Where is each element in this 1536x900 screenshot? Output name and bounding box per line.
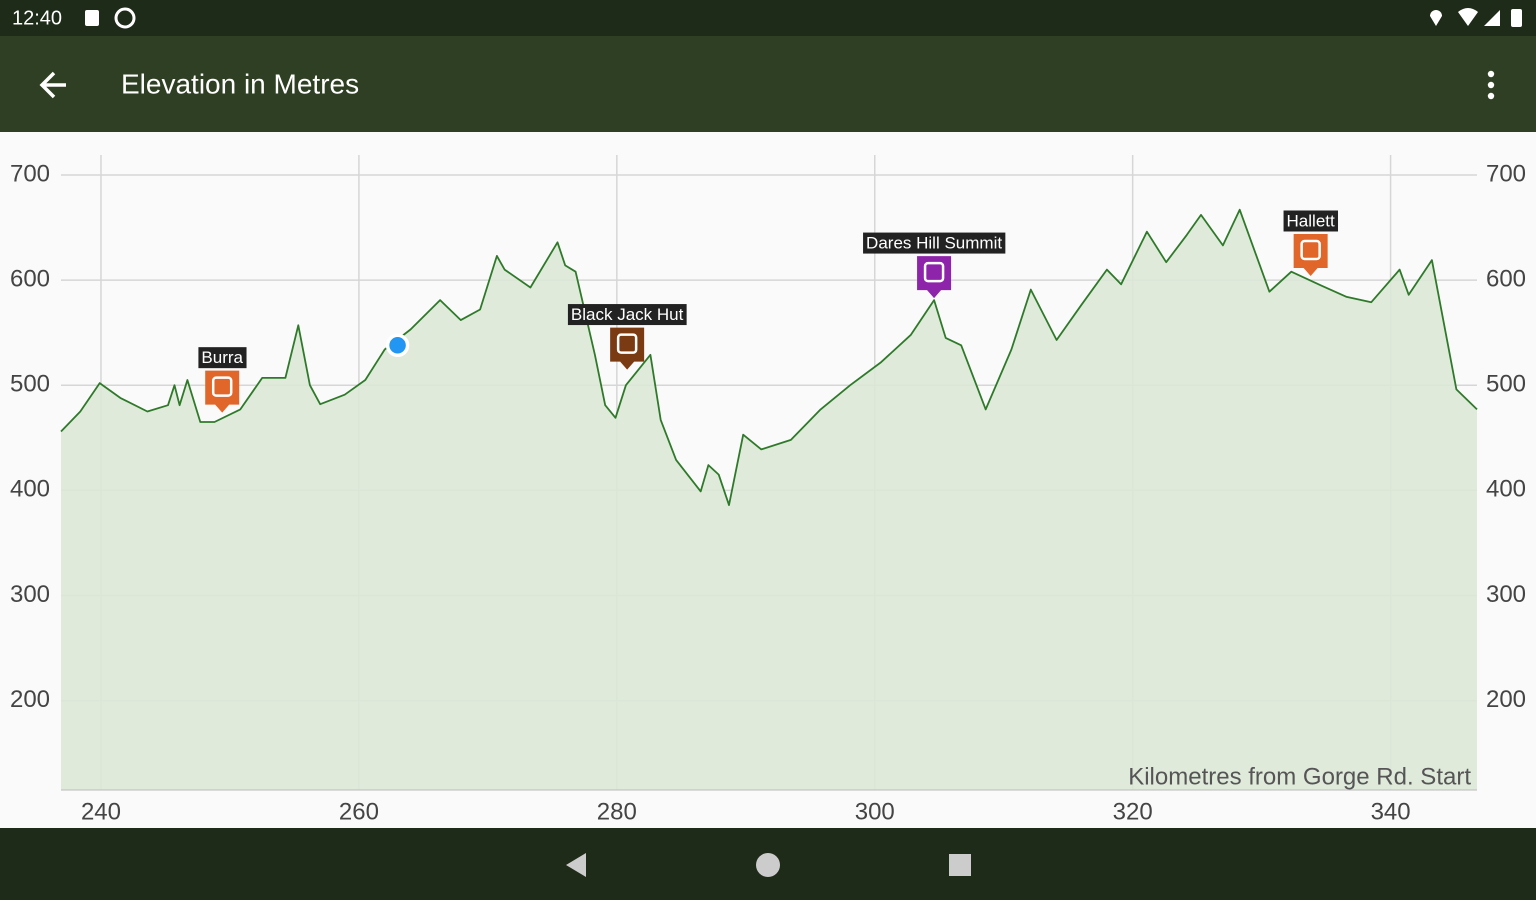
poi-icon: [211, 376, 233, 397]
poi-marker[interactable]: Black Jack Hut: [567, 304, 687, 370]
x-tick-label: 320: [1113, 798, 1153, 825]
nav-recents[interactable]: [949, 854, 971, 876]
current-location: [385, 333, 410, 358]
status-bar: [0, 0, 1536, 36]
poi-label-bg: [1283, 210, 1339, 232]
poi-icon: [923, 261, 945, 283]
y-tick-label: 500: [1486, 371, 1526, 398]
overflow-menu[interactable]: [1487, 70, 1495, 100]
status-time: 12:40: [12, 7, 62, 29]
back-button[interactable]: [39, 71, 66, 99]
elevation-line: [60, 208, 1478, 506]
y-tick-label: 500: [10, 371, 50, 398]
y-tick-label: 700: [10, 160, 50, 187]
status-icon: [85, 10, 99, 26]
nav-home[interactable]: [756, 853, 780, 877]
poi-label-bg: [198, 347, 247, 369]
poi-label: Dares Hill Summit: [866, 234, 1002, 253]
x-axis-label: Kilometres from Gorge Rd. Start: [1128, 763, 1471, 790]
nav-back[interactable]: [566, 853, 586, 877]
poi-label-bg: [567, 304, 687, 326]
poi-label: Burra: [201, 348, 243, 367]
x-tick-label: 260: [339, 798, 379, 825]
y-tick-label: 700: [1486, 160, 1526, 187]
x-tick-label: 240: [81, 798, 121, 825]
y-tick-label: 200: [1486, 686, 1526, 713]
x-tick-label: 340: [1371, 798, 1411, 825]
poi-icon: [1300, 239, 1321, 261]
x-tick-label: 300: [855, 798, 895, 825]
poi-marker[interactable]: Burra: [198, 347, 247, 413]
chart: 200 200 300 300 400 400 500 500 600 600 700 700 240 2…: [10, 155, 1526, 825]
y-tick-label: 200: [10, 686, 50, 713]
area-fill: [61, 209, 1477, 790]
y-tick-label: 600: [10, 265, 50, 292]
wifi-icon: [1458, 8, 1478, 26]
poi-label: Hallett: [1287, 211, 1335, 230]
y-tick-label: 300: [1486, 581, 1526, 608]
y-tick-label: 400: [10, 476, 50, 503]
x-tick-label: 280: [597, 798, 637, 825]
status-icon: [114, 7, 136, 29]
app-bar: [0, 36, 1536, 132]
y-tick-label: 400: [1486, 476, 1526, 503]
poi-icon: [616, 333, 638, 354]
signal-icon: [1484, 10, 1500, 26]
y-tick-label: 600: [1486, 265, 1526, 292]
battery-icon: [1511, 9, 1522, 27]
y-tick-label: 300: [10, 581, 50, 608]
poi-marker[interactable]: Dares Hill Summit: [863, 232, 1006, 299]
poi-label: Black Jack Hut: [571, 305, 684, 324]
poi-marker[interactable]: Hallett: [1283, 210, 1339, 277]
app-title: Elevation in Metres: [121, 68, 359, 99]
location-icon: [1430, 10, 1442, 26]
poi-label-bg: [863, 232, 1006, 254]
